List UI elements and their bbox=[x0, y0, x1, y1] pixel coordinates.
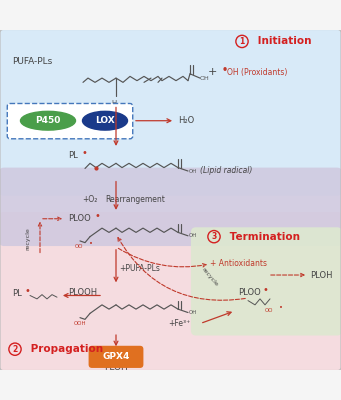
Text: OH (Proxidants): OH (Proxidants) bbox=[227, 68, 287, 77]
FancyBboxPatch shape bbox=[0, 212, 341, 372]
Text: recycle: recycle bbox=[201, 266, 219, 287]
Text: H: H bbox=[112, 100, 117, 106]
Text: Rearrangement: Rearrangement bbox=[105, 196, 165, 204]
Text: •: • bbox=[222, 64, 228, 74]
Ellipse shape bbox=[83, 111, 128, 130]
Text: LOX: LOX bbox=[95, 116, 115, 125]
Text: Initiation: Initiation bbox=[254, 36, 311, 46]
Text: PL: PL bbox=[68, 151, 78, 160]
Text: (Lipid radical): (Lipid radical) bbox=[200, 166, 252, 175]
Text: +: + bbox=[207, 67, 217, 77]
Text: OH: OH bbox=[189, 168, 197, 174]
Text: H₂O: H₂O bbox=[178, 116, 194, 125]
Text: 3: 3 bbox=[211, 232, 217, 241]
Text: OO: OO bbox=[75, 244, 84, 249]
Text: OO: OO bbox=[265, 308, 273, 313]
Text: OOH: OOH bbox=[74, 321, 87, 326]
FancyBboxPatch shape bbox=[0, 28, 341, 196]
Text: 1: 1 bbox=[239, 37, 244, 46]
Text: PLOO: PLOO bbox=[68, 214, 91, 223]
Text: 2: 2 bbox=[12, 345, 18, 354]
Text: +PUFA-PLs: +PUFA-PLs bbox=[119, 264, 160, 273]
Text: OH: OH bbox=[200, 76, 210, 80]
Text: Propagation: Propagation bbox=[27, 344, 103, 354]
Text: GPX4: GPX4 bbox=[102, 352, 130, 361]
Text: •: • bbox=[25, 286, 31, 296]
FancyBboxPatch shape bbox=[89, 346, 144, 368]
FancyBboxPatch shape bbox=[0, 168, 341, 246]
Text: PLOH: PLOH bbox=[310, 270, 332, 280]
Text: + Antioxidants: + Antioxidants bbox=[210, 260, 267, 268]
Text: •: • bbox=[279, 305, 283, 311]
Text: PLOH: PLOH bbox=[104, 362, 128, 372]
Text: PLOO: PLOO bbox=[238, 288, 261, 296]
Text: OH: OH bbox=[189, 310, 197, 315]
FancyBboxPatch shape bbox=[191, 227, 341, 336]
Text: +O₂: +O₂ bbox=[82, 196, 98, 204]
Text: •: • bbox=[82, 148, 88, 158]
Text: Termination: Termination bbox=[226, 232, 300, 242]
Text: +Fe³⁺: +Fe³⁺ bbox=[168, 319, 190, 328]
Text: •: • bbox=[95, 211, 101, 221]
Text: PLOOH: PLOOH bbox=[68, 288, 97, 296]
Ellipse shape bbox=[20, 111, 75, 130]
Text: PL: PL bbox=[12, 289, 22, 298]
Text: recycle: recycle bbox=[26, 227, 30, 250]
Text: •: • bbox=[263, 284, 269, 294]
Text: P450: P450 bbox=[35, 116, 61, 125]
Text: OH: OH bbox=[189, 233, 197, 238]
FancyBboxPatch shape bbox=[7, 104, 133, 139]
Text: PUFA-PLs: PUFA-PLs bbox=[12, 57, 52, 66]
Text: •: • bbox=[89, 241, 93, 247]
